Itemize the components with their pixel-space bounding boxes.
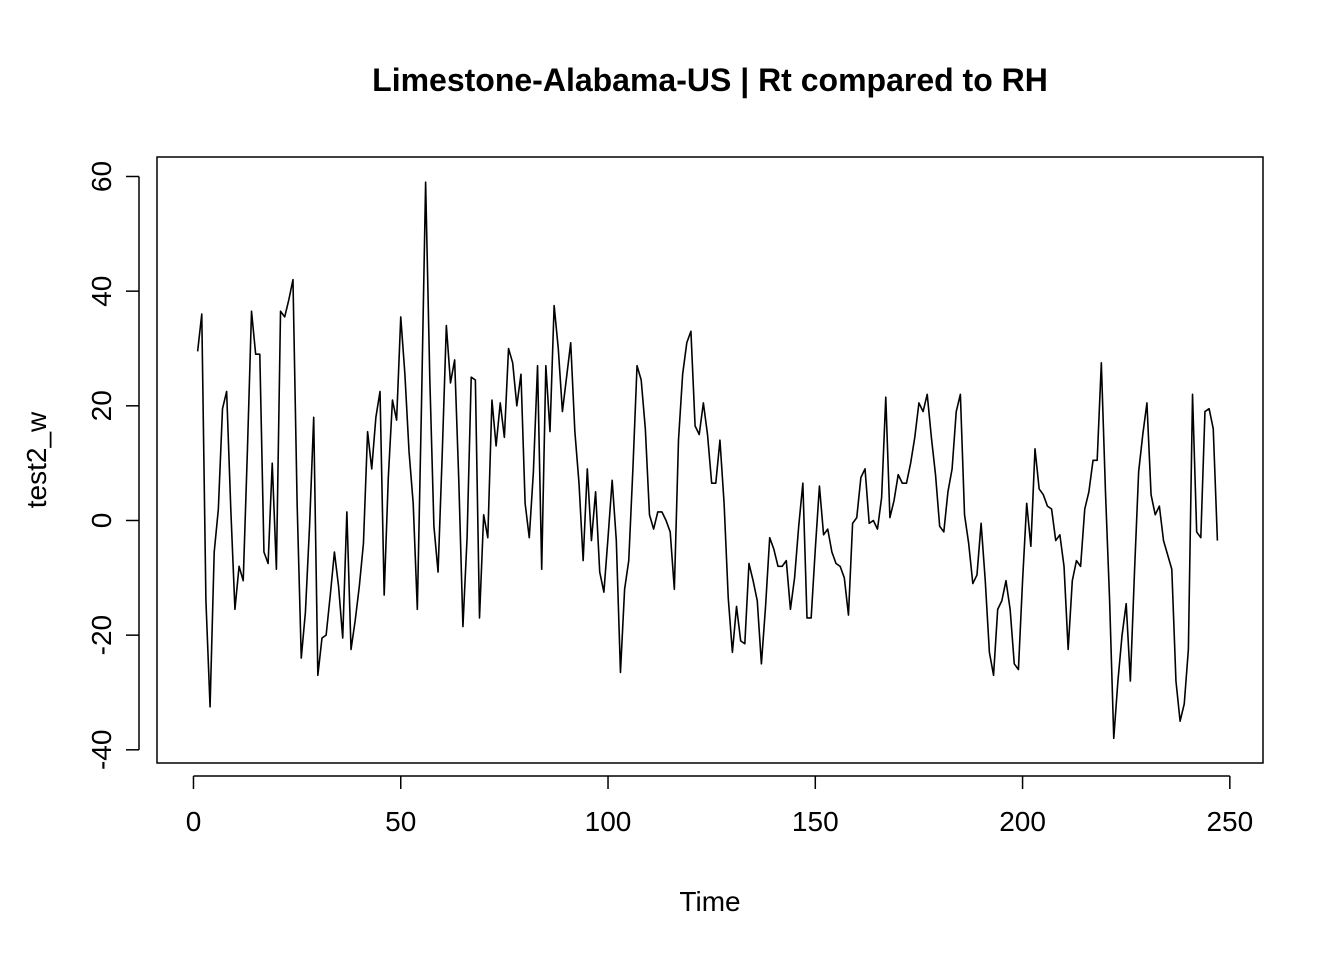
x-tick-label: 50 (385, 806, 416, 837)
y-tick-label: -40 (86, 730, 117, 770)
x-tick-label: 250 (1206, 806, 1253, 837)
x-tick-label: 200 (999, 806, 1046, 837)
x-axis: 0 50 100 150 200 250 (186, 775, 1253, 837)
y-tick-label: 40 (86, 276, 117, 307)
y-tick-label: 20 (86, 390, 117, 421)
x-axis-label: Time (679, 886, 740, 917)
y-tick-label: 0 (86, 513, 117, 529)
plot-frame (156, 156, 1264, 764)
series-line (196, 181, 1219, 740)
y-tick-label: -20 (86, 615, 117, 655)
x-tick-label: 0 (186, 806, 202, 837)
y-tick-label: 60 (86, 161, 117, 192)
y-axis-label: test2_w (21, 411, 52, 508)
chart-title: Limestone-Alabama-US | Rt compared to RH (372, 62, 1048, 98)
x-tick-label: 150 (792, 806, 839, 837)
y-axis: -40 -20 0 20 40 60 (86, 161, 140, 770)
x-tick-label: 100 (585, 806, 632, 837)
